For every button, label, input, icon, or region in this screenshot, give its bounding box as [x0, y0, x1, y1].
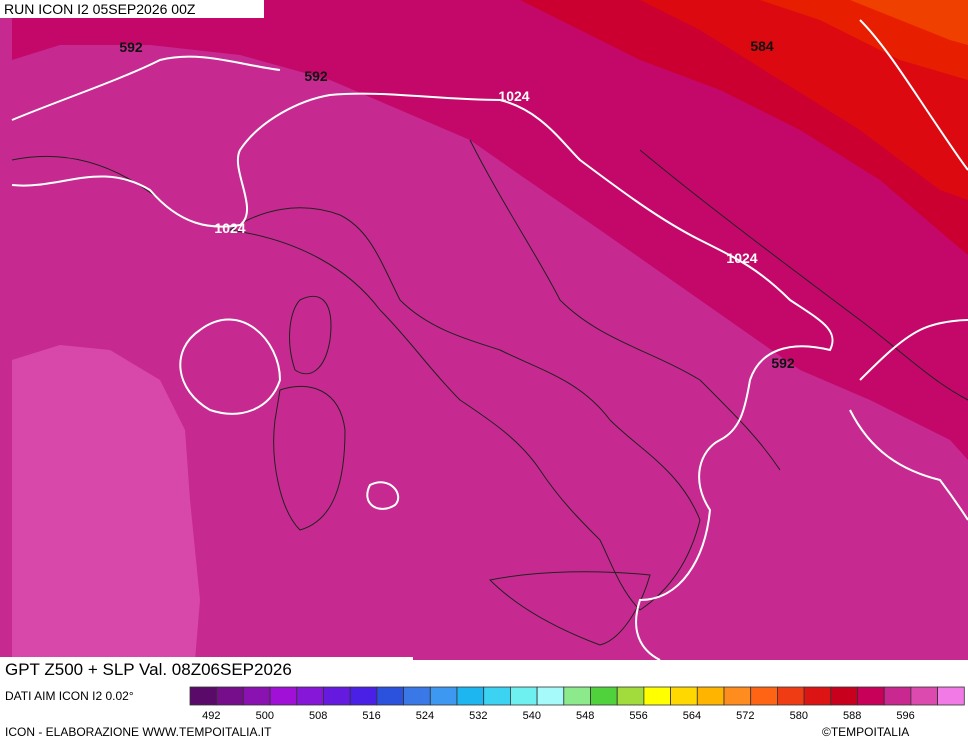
copyright-label: ©TEMPOITALIA	[822, 725, 909, 739]
colorbar-label: 580	[790, 710, 808, 722]
colorbar-swatch	[483, 686, 511, 706]
colorbar-swatch	[750, 686, 778, 706]
isobar-label: 1024	[498, 88, 529, 104]
band-592	[12, 0, 968, 460]
colorbar-swatch	[643, 686, 672, 706]
colorbar: 492 500 508 516 524 532 540 548 556 564 572 580 588 5…	[189, 686, 965, 722]
footer-title: GPT Z500 + SLP Val. 08Z06SEP2026	[5, 660, 292, 679]
coastlines	[11, 139, 968, 646]
colorbar-swatch	[349, 686, 378, 706]
colorbar-swatch	[563, 686, 591, 706]
header-box	[0, 0, 264, 18]
colorbar-swatch	[509, 686, 538, 706]
contour-label: 592	[119, 39, 143, 55]
isobar-label: 1024	[726, 250, 757, 266]
isobars	[11, 19, 968, 661]
colorbar-swatch	[296, 686, 324, 706]
colorbar-label: 508	[309, 710, 327, 722]
contour-label: 592	[771, 355, 795, 371]
contour-label: 592	[304, 68, 328, 84]
colorbar-label: 572	[736, 710, 754, 722]
colorbar-label: 556	[629, 710, 647, 722]
colorbar-swatch	[883, 686, 912, 706]
colorbar-label: 596	[896, 710, 914, 722]
colorbar-swatch	[803, 686, 832, 706]
source-label: DATI AIM ICON I2 0.02°	[5, 689, 134, 703]
colorbar-swatch	[696, 686, 725, 706]
footer-title-box	[0, 657, 413, 683]
colorbar-label: 588	[843, 710, 861, 722]
colorbar-label: 524	[416, 710, 434, 722]
contour-label: 584	[750, 38, 774, 54]
colorbar-swatch	[723, 686, 752, 706]
colorbar-swatch	[189, 686, 218, 706]
colorbar-swatch	[910, 686, 939, 706]
colorbar-label: 500	[256, 710, 274, 722]
colorbar-swatch	[403, 686, 431, 706]
run-label: RUN ICON I2 05SEP2026 00Z	[4, 1, 196, 17]
region-light	[12, 345, 200, 660]
colorbar-label: 532	[469, 710, 487, 722]
colorbar-label: 540	[523, 710, 541, 722]
isobar-label: 1024	[214, 220, 245, 236]
colorbar-swatch	[590, 686, 618, 706]
colorbar-swatch	[216, 686, 244, 706]
colorbar-swatch	[323, 686, 351, 706]
colorbar-swatch	[857, 686, 885, 706]
colorbar-swatch	[269, 686, 298, 706]
colorbar-swatch	[830, 686, 858, 706]
credit-label: ICON - ELABORAZIONE WWW.TEMPOITALIA.IT	[5, 725, 272, 739]
colorbar-swatch	[536, 686, 565, 706]
colorbar-label: 548	[576, 710, 594, 722]
colorbar-label: 492	[202, 710, 220, 722]
colorbar-swatch	[242, 686, 271, 706]
colorbar-swatch	[670, 686, 698, 706]
colorbar-swatch	[777, 686, 805, 706]
band-576	[850, 0, 968, 45]
colorbar-swatch	[376, 686, 404, 706]
colorbar-swatch	[456, 686, 485, 706]
colorbar-swatch	[616, 686, 645, 706]
colorbar-label: 564	[683, 710, 701, 722]
colorbar-swatch	[429, 686, 458, 706]
colorbar-swatch	[937, 686, 965, 706]
colorbar-label: 516	[362, 710, 380, 722]
